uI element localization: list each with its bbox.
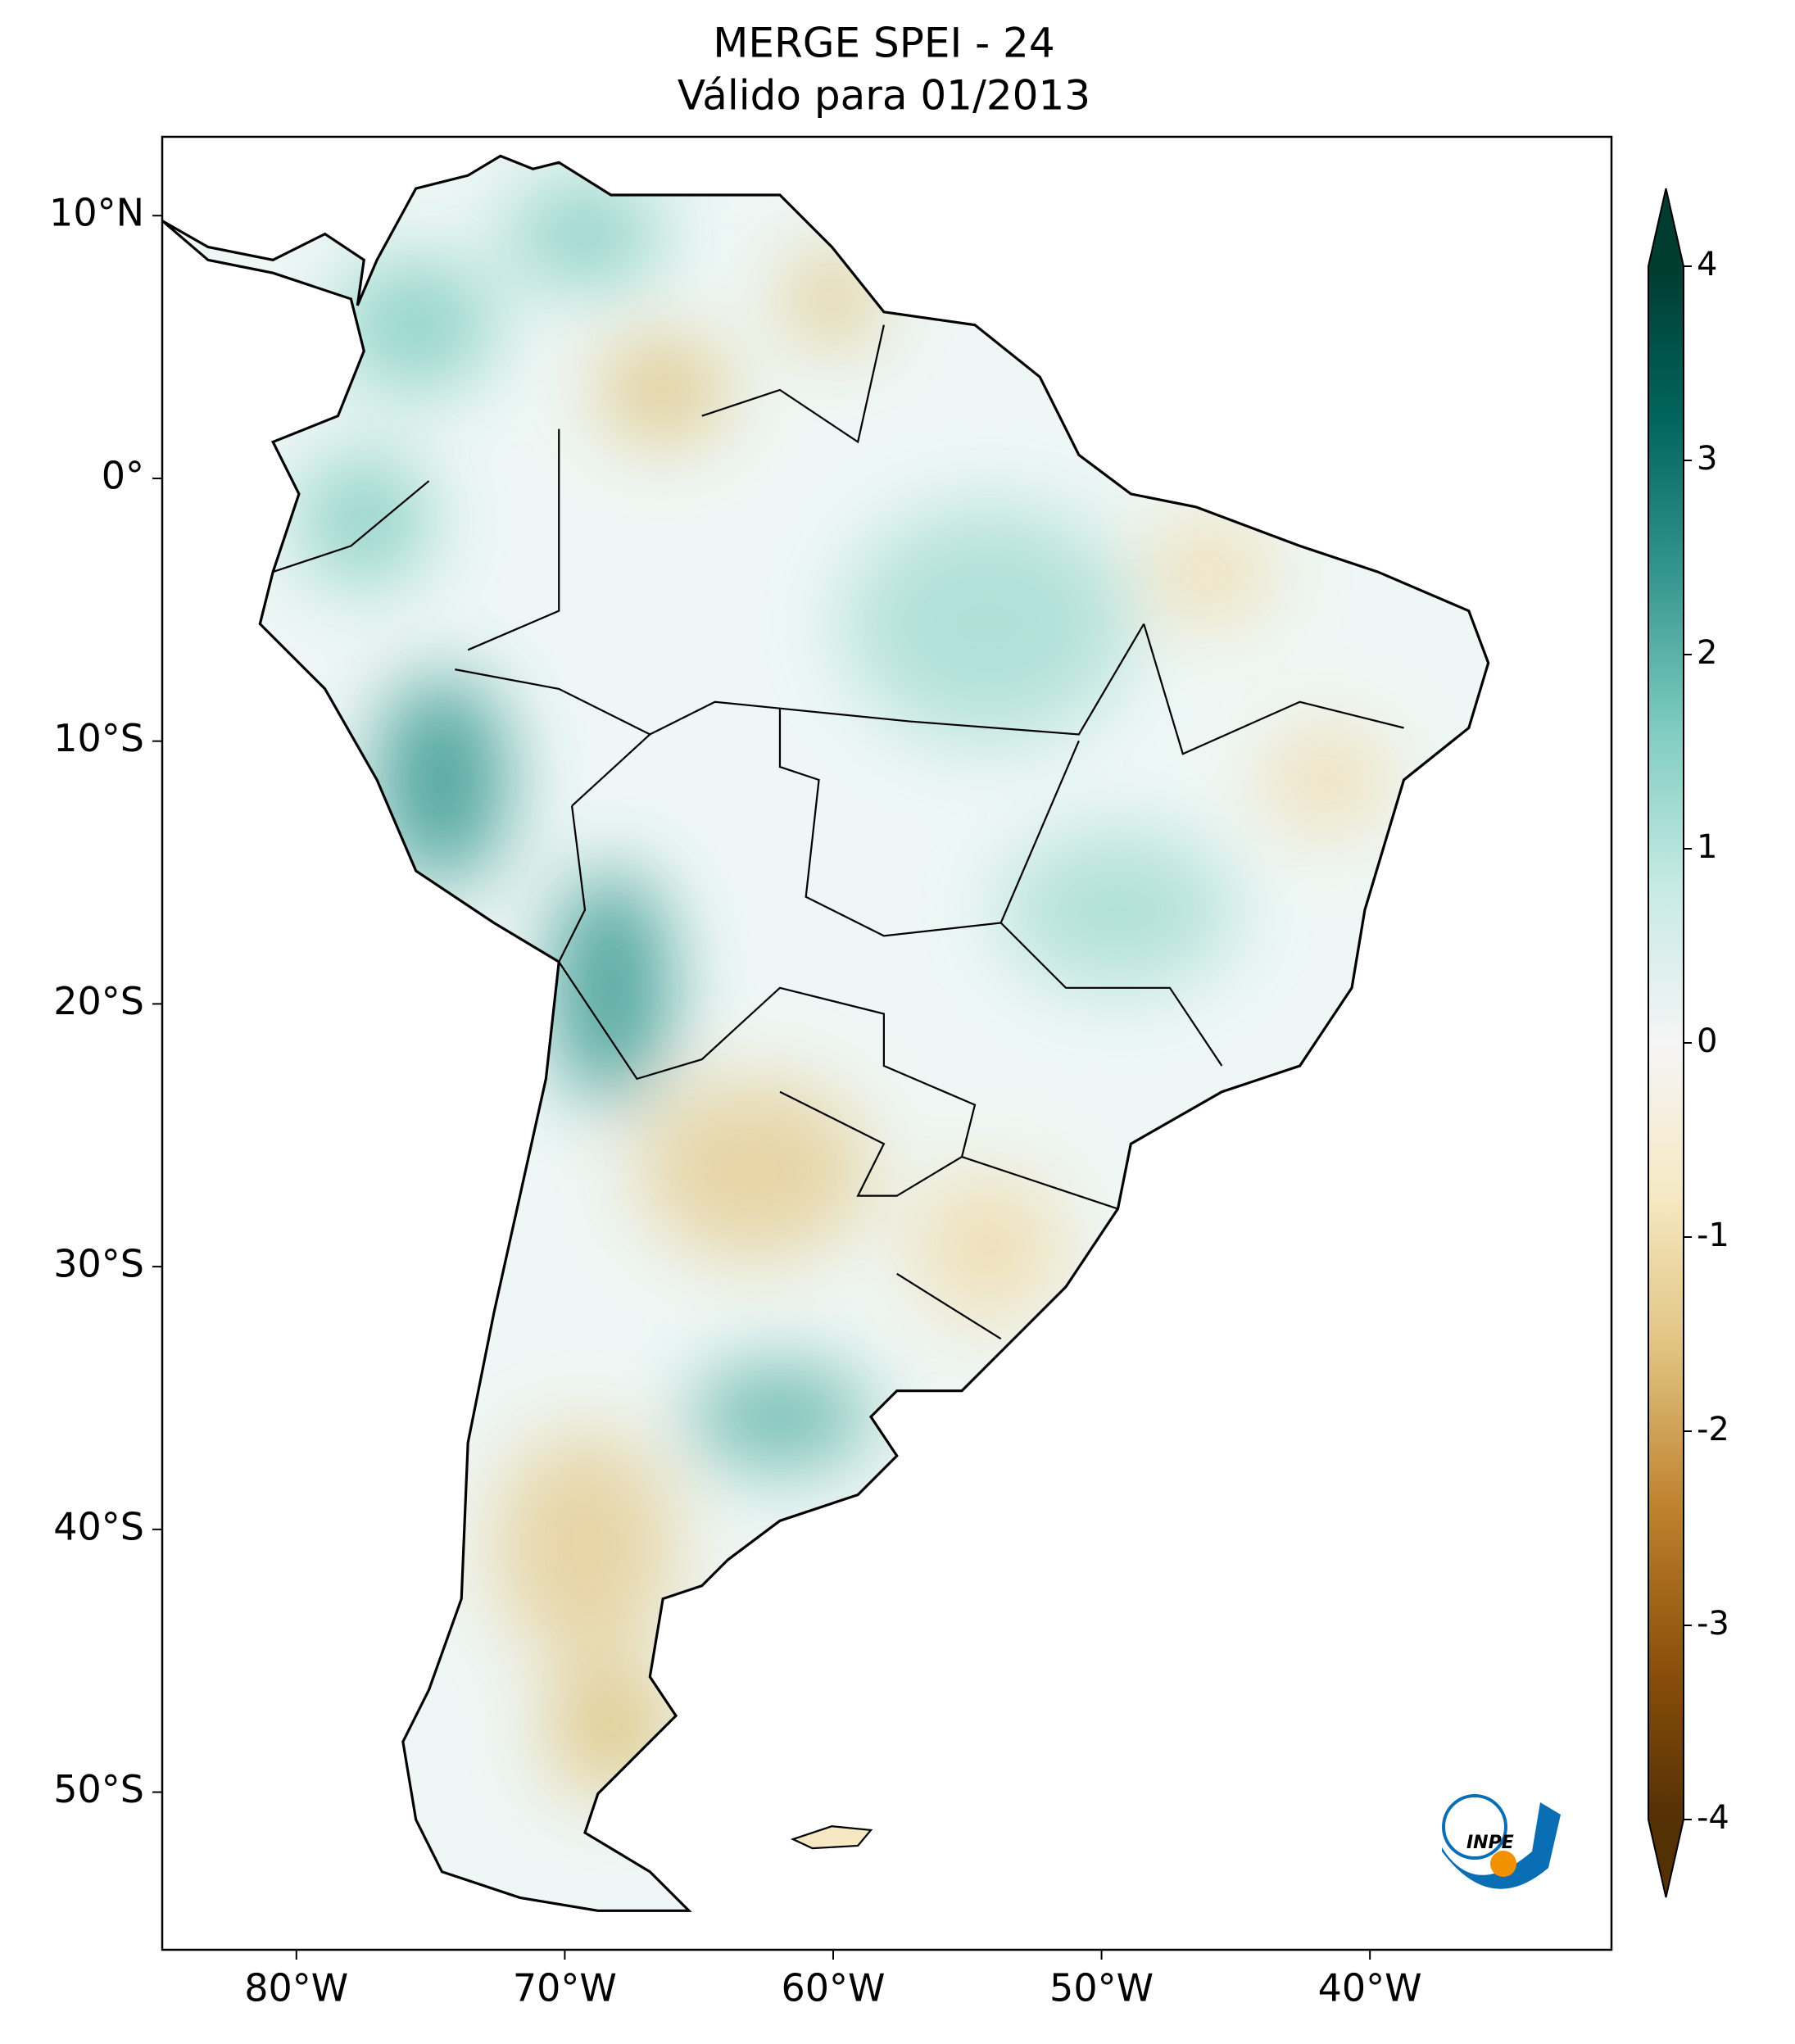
y-tick-label: 0°: [102, 453, 144, 497]
colorbar-extend-max: [1648, 188, 1684, 266]
colorbar-tick-label: -4: [1697, 1799, 1729, 1837]
x-tick-label: 60°W: [781, 1966, 885, 2010]
x-tick-label: 50°W: [1049, 1966, 1154, 2010]
colorbar: -4 -3 -2 -1 0 1 2 3 4: [1648, 188, 1729, 1898]
chart-subtitle: Válido para 01/2013: [678, 72, 1090, 120]
y-tick-label: 40°S: [53, 1504, 144, 1548]
island: [790, 1825, 873, 1850]
spei-field: [162, 156, 1489, 1911]
x-tick-label: 40°W: [1318, 1966, 1422, 2010]
chart-title: MERGE SPEI - 24: [713, 20, 1054, 67]
colorbar-tick-label: -2: [1697, 1411, 1729, 1448]
y-tick-label: 50°S: [53, 1767, 144, 1811]
colorbar-tick-label: 0: [1697, 1022, 1717, 1060]
logo: INPE: [1442, 1794, 1561, 1889]
y-tick-label: 10°S: [53, 716, 144, 760]
y-tick-label: 10°N: [49, 191, 144, 235]
colorbar-extend-min: [1648, 1820, 1684, 1897]
colorbar-tick-label: 2: [1697, 634, 1717, 672]
x-tick-label: 80°W: [244, 1966, 348, 2010]
colorbar-tick-label: -3: [1697, 1605, 1729, 1643]
x-tick-label: 70°W: [513, 1966, 617, 2010]
colorbar-tick-label: 4: [1697, 246, 1717, 283]
colorbar-tick-label: 1: [1697, 828, 1717, 866]
y-tick-label: 20°S: [53, 979, 144, 1023]
borders: [272, 324, 1404, 1340]
colorbar-tick-label: -1: [1697, 1217, 1729, 1254]
y-tick-label: 30°S: [53, 1242, 144, 1286]
colorbar-body: [1648, 266, 1684, 1820]
logo-text: INPE: [1466, 1833, 1514, 1853]
colorbar-tick-label: 3: [1697, 440, 1717, 478]
map-frame: [161, 135, 1613, 1951]
